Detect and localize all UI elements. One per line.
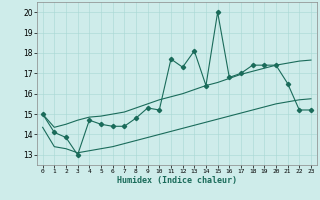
X-axis label: Humidex (Indice chaleur): Humidex (Indice chaleur): [117, 176, 237, 185]
